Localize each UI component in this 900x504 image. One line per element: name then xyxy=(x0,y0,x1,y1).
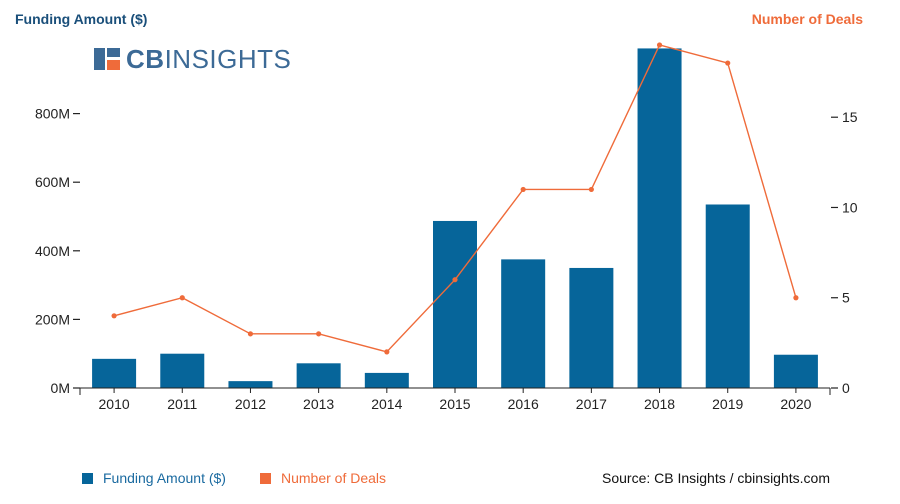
bar-2014[interactable] xyxy=(364,372,409,388)
deals-point-2011[interactable] xyxy=(179,295,185,301)
deals-point-2019[interactable] xyxy=(725,60,731,66)
x-tick-label-2014: 2014 xyxy=(371,396,402,412)
x-tick-label-2013: 2013 xyxy=(303,396,334,412)
legend-swatch-deals xyxy=(259,472,271,484)
right-axis-title: Number of Deals xyxy=(751,11,863,27)
bar-2019[interactable] xyxy=(705,204,750,388)
left-tick-label-800M: 800M xyxy=(35,106,70,122)
left-tick-label-200M: 200M xyxy=(35,311,70,327)
bar-2017[interactable] xyxy=(569,267,614,388)
x-tick-label-2017: 2017 xyxy=(576,396,607,412)
deals-point-2014[interactable] xyxy=(384,349,390,355)
deals-point-2012[interactable] xyxy=(247,331,254,337)
right-tick-label-15: 15 xyxy=(842,109,858,125)
bar-2012[interactable] xyxy=(228,381,273,388)
deals-point-2010[interactable] xyxy=(111,313,117,319)
bars-layer xyxy=(92,48,818,389)
left-tick-label-0M: 0M xyxy=(51,380,70,396)
bar-2015[interactable] xyxy=(433,220,477,388)
right-tick-label-0: 0 xyxy=(842,380,850,396)
right-tick-label-10: 10 xyxy=(842,199,858,215)
legend-swatch-funding xyxy=(82,472,93,484)
chart-legend: Funding Amount ($) Number of Deals xyxy=(82,470,420,486)
x-tick-label-2010: 2010 xyxy=(99,396,130,412)
x-tick-label-2019: 2019 xyxy=(712,396,743,412)
cb-insights-logo-text: CBINSIGHTS xyxy=(126,43,292,74)
x-tick-label-2016: 2016 xyxy=(508,396,539,412)
left-tick-label-400M: 400M xyxy=(35,243,70,259)
deals-point-2018[interactable] xyxy=(656,42,663,48)
axes-layer: 2010 2011 2012 2013 2014 2015 2016 2017 2018 2019… xyxy=(35,106,858,412)
deals-point-2020[interactable] xyxy=(793,295,799,301)
legend-item-funding[interactable]: Funding Amount ($) xyxy=(82,470,226,486)
bar-2020[interactable] xyxy=(773,354,818,388)
left-axis-title: Funding Amount ($) xyxy=(15,11,148,27)
bar-2018[interactable] xyxy=(637,48,682,389)
cb-insights-logo-icon xyxy=(94,48,120,70)
deals-line-layer xyxy=(111,42,799,355)
cb-insights-logo: CBINSIGHTS xyxy=(94,43,292,74)
bar-2011[interactable] xyxy=(160,353,205,388)
source-credit: Source: CB Insights / cbinsights.com xyxy=(602,470,830,486)
x-tick-label-2012: 2012 xyxy=(235,396,266,412)
legend-label-deals: Number of Deals xyxy=(280,470,387,486)
legend-label-funding: Funding Amount ($) xyxy=(103,470,226,486)
deals-point-2017[interactable] xyxy=(588,186,594,193)
legend-item-deals[interactable]: Number of Deals xyxy=(259,470,387,486)
deals-point-2015[interactable] xyxy=(452,277,458,283)
bar-2010[interactable] xyxy=(92,358,137,388)
x-tick-label-2015: 2015 xyxy=(439,396,470,412)
bar-2013[interactable] xyxy=(296,363,341,388)
x-tick-label-2018: 2018 xyxy=(644,396,675,412)
deals-point-2016[interactable] xyxy=(520,186,526,193)
x-tick-label-2011: 2011 xyxy=(167,396,197,412)
bar-2016[interactable] xyxy=(501,259,546,388)
left-tick-label-600M: 600M xyxy=(35,174,70,190)
right-tick-label-5: 5 xyxy=(842,290,850,306)
deals-point-2013[interactable] xyxy=(316,331,322,337)
x-tick-label-2020: 2020 xyxy=(780,396,811,412)
